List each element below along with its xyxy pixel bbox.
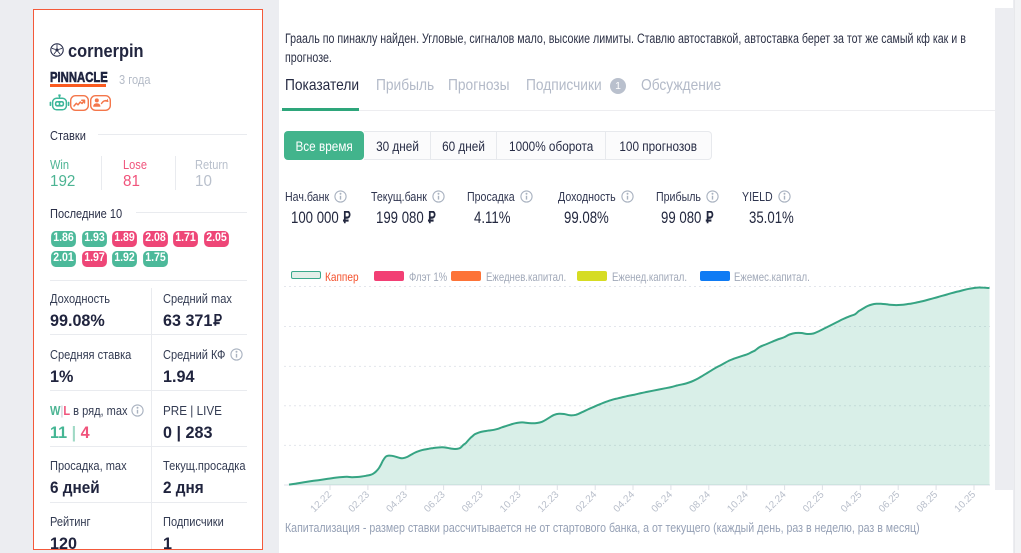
svg-text:02.23: 02.23 [347, 489, 373, 514]
svg-text:04.25: 04.25 [839, 489, 865, 514]
svg-text:12.24: 12.24 [763, 489, 789, 514]
svg-text:10.25: 10.25 [953, 489, 979, 514]
svg-text:06.23: 06.23 [422, 489, 448, 514]
svg-text:12.22: 12.22 [309, 489, 335, 514]
svg-text:06.25: 06.25 [877, 489, 903, 514]
svg-text:08.23: 08.23 [460, 489, 486, 514]
svg-text:02.24: 02.24 [574, 489, 600, 514]
svg-text:04.24: 04.24 [612, 489, 638, 514]
svg-text:10.23: 10.23 [498, 489, 524, 514]
svg-text:06.24: 06.24 [650, 489, 676, 514]
svg-text:04.23: 04.23 [384, 489, 410, 514]
svg-text:12.23: 12.23 [536, 489, 562, 514]
svg-text:02.25: 02.25 [801, 489, 827, 514]
svg-text:08.24: 08.24 [687, 489, 713, 514]
svg-text:08.25: 08.25 [915, 489, 941, 514]
svg-text:10.24: 10.24 [725, 489, 751, 514]
